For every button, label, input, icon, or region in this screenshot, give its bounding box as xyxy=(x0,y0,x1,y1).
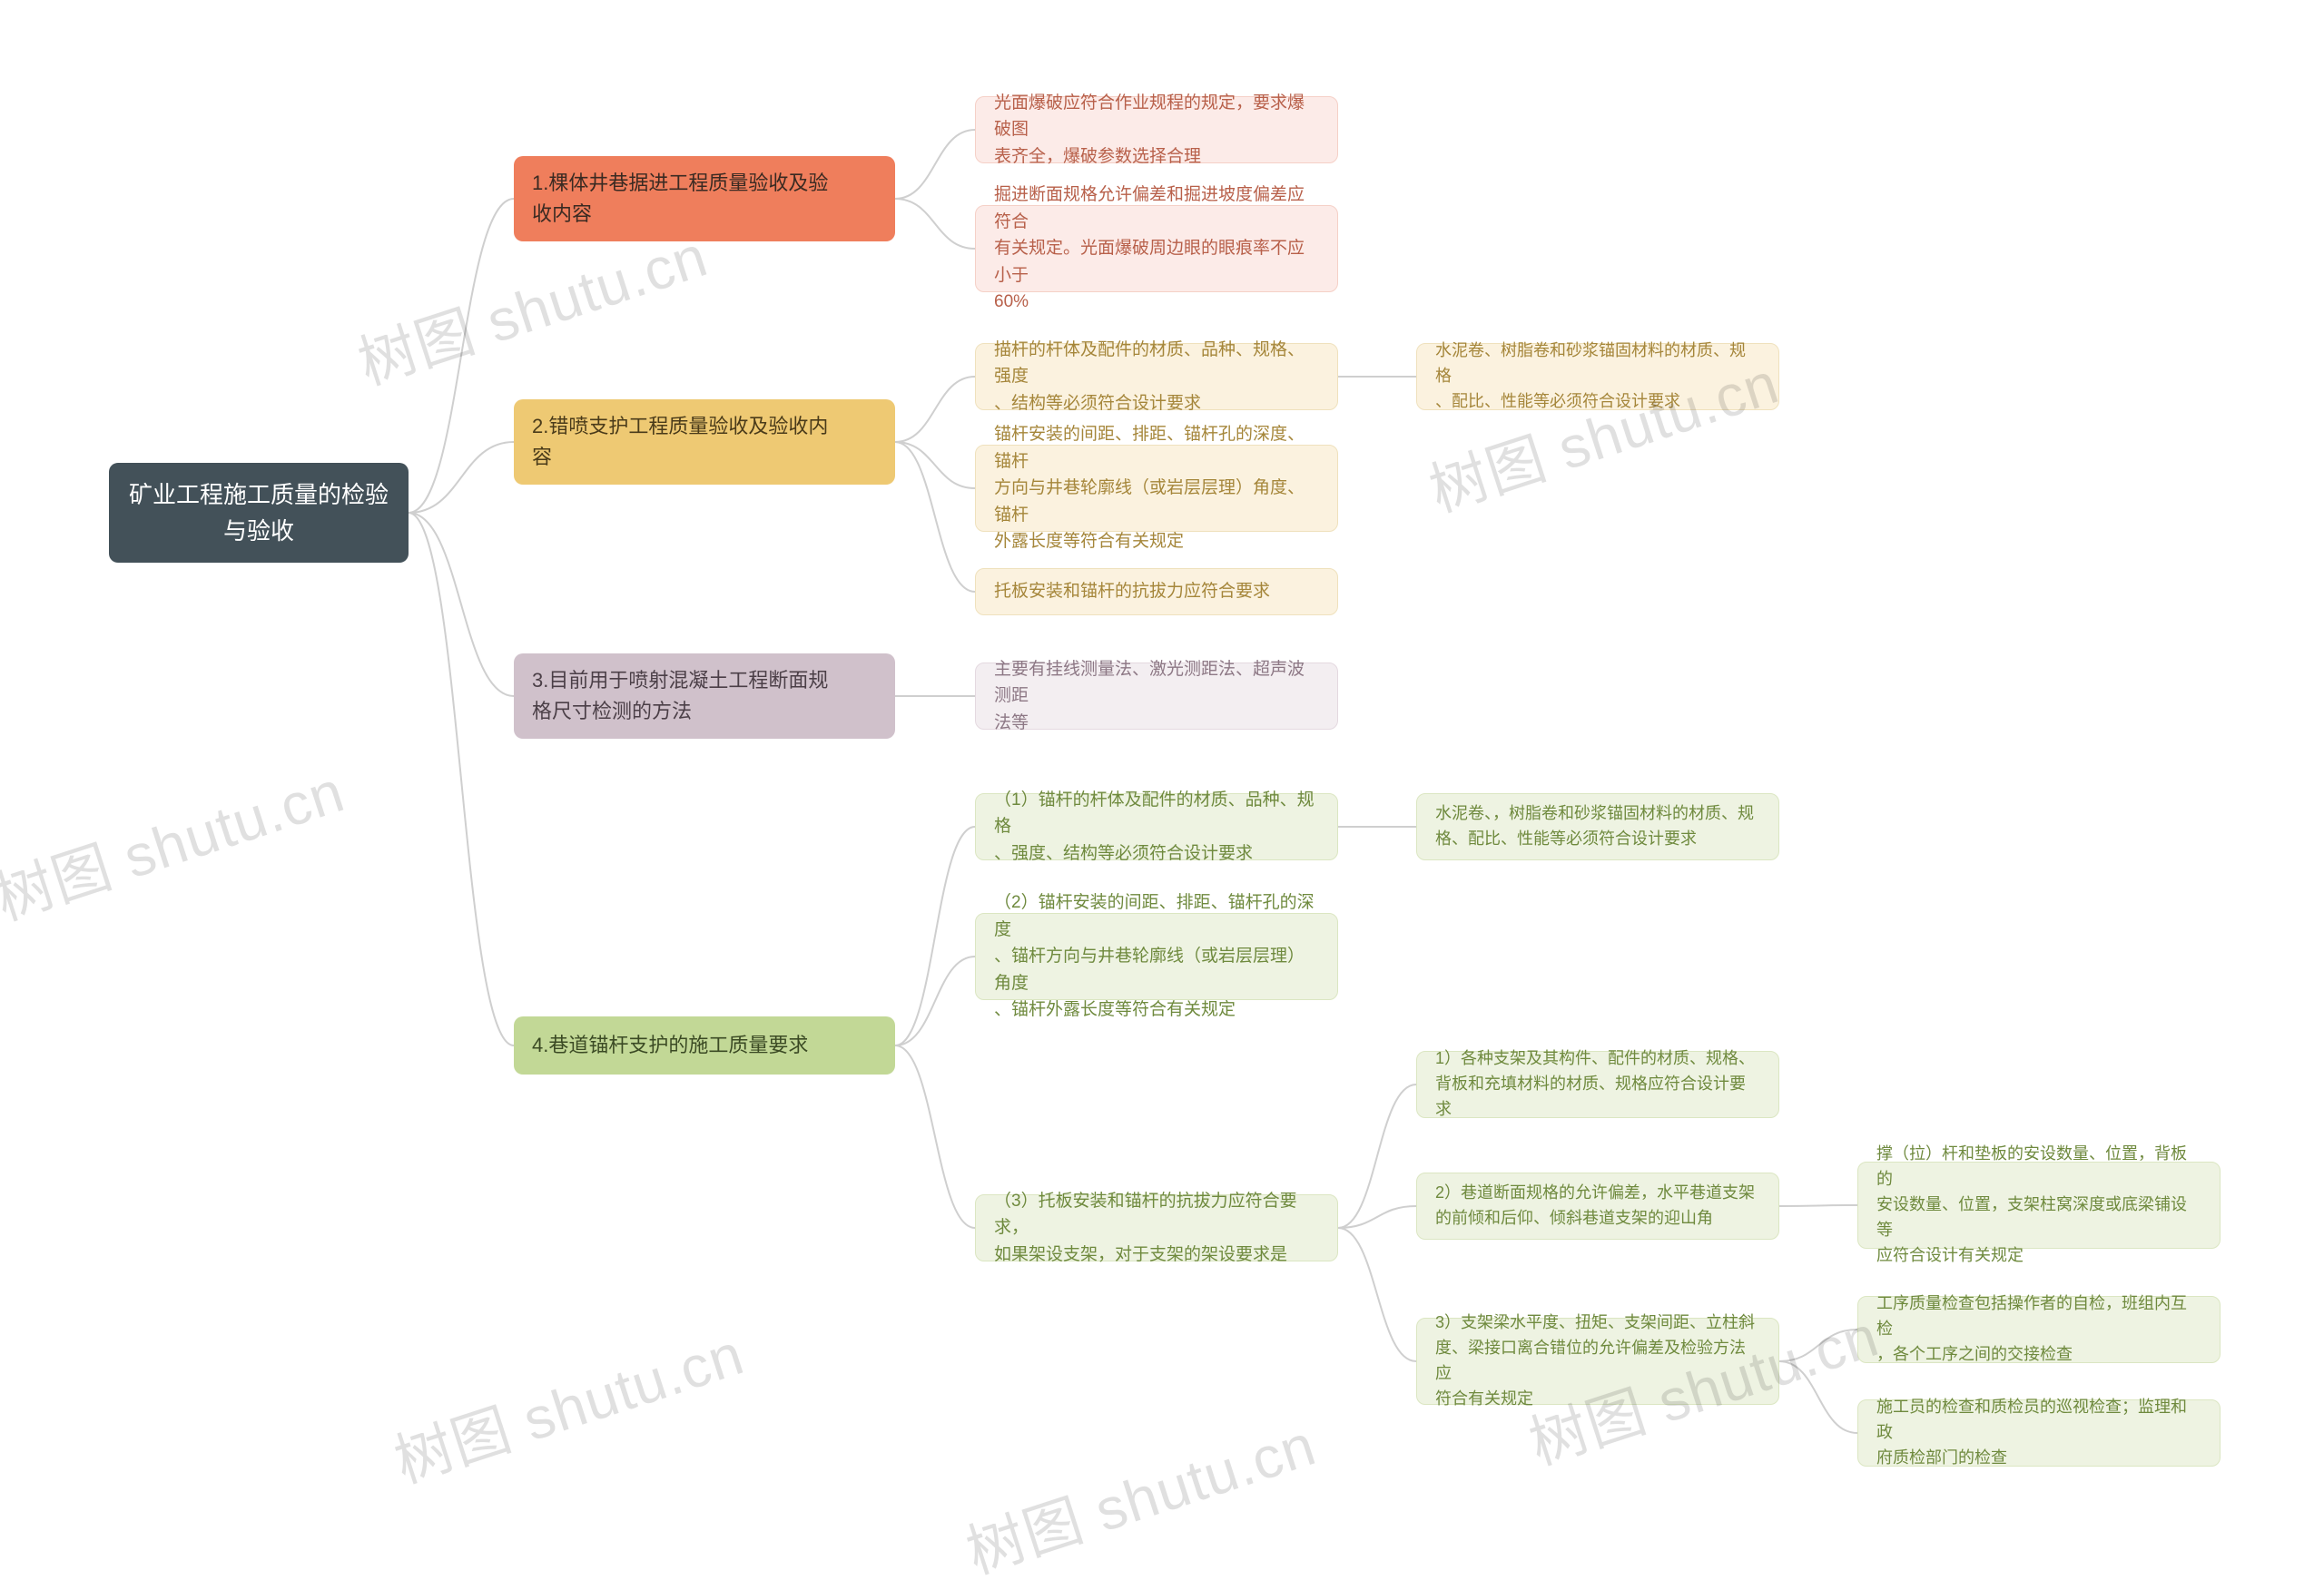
watermark: 树图 shutu.cn xyxy=(955,1399,1325,1590)
watermark: 树图 shutu.cn xyxy=(0,745,353,937)
b4-child-3-sub-1[interactable]: 1）各种支架及其构件、配件的材质、规格、 背板和充填材料的材质、规格应符合设计要… xyxy=(1416,1051,1779,1118)
b4-child-1[interactable]: （1）锚杆的杆体及配件的材质、品种、规格 、强度、结构等必须符合设计要求 xyxy=(975,793,1338,860)
branch-3[interactable]: 3.目前用于喷射混凝土工程断面规 格尺寸检测的方法 xyxy=(514,653,895,739)
b2-child-3[interactable]: 托板安装和锚杆的抗拔力应符合要求 xyxy=(975,568,1338,615)
branch-4[interactable]: 4.巷道锚杆支护的施工质量要求 xyxy=(514,1016,895,1075)
b4-child-3-sub-3-leaf-2[interactable]: 施工员的检查和质检员的巡视检查；监理和政 府质检部门的检查 xyxy=(1857,1399,2221,1467)
b4-child-3-sub-2-leaf-1[interactable]: 撑（拉）杆和垫板的安设数量、位置，背板的 安设数量、位置，支架柱窝深度或底梁铺设… xyxy=(1857,1162,2221,1249)
b4-child-3[interactable]: （3）托板安装和锚杆的抗拔力应符合要求， 如果架设支架，对于支架的架设要求是 xyxy=(975,1194,1338,1261)
b4-child-3-sub-3[interactable]: 3）支架梁水平度、扭矩、支架间距、立柱斜 度、梁接口离合错位的允许偏差及检验方法… xyxy=(1416,1318,1779,1405)
b4-child-3-sub-2[interactable]: 2）巷道断面规格的允许偏差，水平巷道支架 的前倾和后仰、倾斜巷道支架的迎山角 xyxy=(1416,1173,1779,1240)
b2-child-1[interactable]: 描杆的杆体及配件的材质、品种、规格、强度 、结构等必须符合设计要求 xyxy=(975,343,1338,410)
b4-child-2[interactable]: （2）锚杆安装的间距、排距、锚杆孔的深度 、锚杆方向与井巷轮廓线（或岩层层理）角… xyxy=(975,913,1338,1000)
watermark: 树图 shutu.cn xyxy=(383,1308,753,1499)
b2-child-1-sub-1[interactable]: 水泥卷、树脂卷和砂浆锚固材料的材质、规格 、配比、性能等必须符合设计要求 xyxy=(1416,343,1779,410)
b4-child-3-sub-3-leaf-1[interactable]: 工序质量检查包括操作者的自检，班组内互检 ，各个工序之间的交接检查 xyxy=(1857,1296,2221,1363)
b4-child-1-sub-1[interactable]: 水泥卷、，树脂卷和砂浆锚固材料的材质、规 格、配比、性能等必须符合设计要求 xyxy=(1416,793,1779,860)
b3-child-1[interactable]: 主要有挂线测量法、激光测距法、超声波测距 法等 xyxy=(975,662,1338,730)
b1-child-1[interactable]: 光面爆破应符合作业规程的规定，要求爆破图 表齐全，爆破参数选择合理 xyxy=(975,96,1338,163)
branch-1[interactable]: 1.棵体井巷据进工程质量验收及验 收内容 xyxy=(514,156,895,241)
b2-child-2[interactable]: 锚杆安装的间距、排距、锚杆孔的深度、锚杆 方向与井巷轮廓线（或岩层层理）角度、锚… xyxy=(975,445,1338,532)
root-node[interactable]: 矿业工程施工质量的检验 与验收 xyxy=(109,463,409,563)
b1-child-2[interactable]: 掘进断面规格允许偏差和掘进坡度偏差应符合 有关规定。光面爆破周边眼的眼痕率不应小… xyxy=(975,205,1338,292)
branch-2[interactable]: 2.错喷支护工程质量验收及验收内 容 xyxy=(514,399,895,485)
